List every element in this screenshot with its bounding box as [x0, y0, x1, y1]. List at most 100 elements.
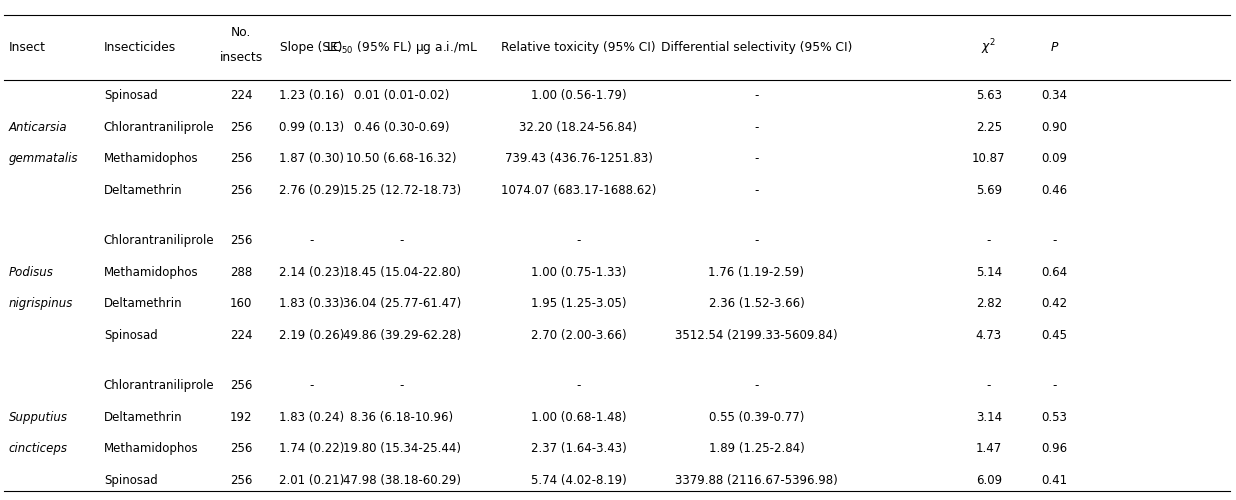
Text: -: - [754, 89, 759, 102]
Text: 256: 256 [230, 184, 252, 196]
Text: 256: 256 [230, 234, 252, 247]
Text: Deltamethrin: Deltamethrin [104, 297, 183, 310]
Text: Spinosad: Spinosad [104, 474, 157, 486]
Text: -: - [576, 379, 581, 392]
Text: 288: 288 [230, 266, 252, 279]
Text: -: - [754, 379, 759, 392]
Text: 19.80 (15.34-25.44): 19.80 (15.34-25.44) [342, 442, 461, 455]
Text: 10.50 (6.68-16.32): 10.50 (6.68-16.32) [346, 152, 457, 165]
Text: Supputius: Supputius [9, 410, 68, 424]
Text: LC$_{50}$ (95% FL) µg a.i./mL: LC$_{50}$ (95% FL) µg a.i./mL [325, 39, 478, 56]
Text: -: - [754, 234, 759, 247]
Text: 2.82: 2.82 [975, 297, 1002, 310]
Text: 256: 256 [230, 121, 252, 134]
Text: 0.34: 0.34 [1041, 89, 1068, 102]
Text: Methamidophos: Methamidophos [104, 152, 199, 165]
Text: Chlorantraniliprole: Chlorantraniliprole [104, 234, 215, 247]
Text: 2.37 (1.64-3.43): 2.37 (1.64-3.43) [530, 442, 627, 455]
Text: 3512.54 (2199.33-5609.84): 3512.54 (2199.33-5609.84) [675, 329, 838, 342]
Text: Deltamethrin: Deltamethrin [104, 184, 183, 196]
Text: -: - [1052, 234, 1057, 247]
Text: nigrispinus: nigrispinus [9, 297, 73, 310]
Text: 1.83 (0.33): 1.83 (0.33) [279, 297, 344, 310]
Text: 1.74 (0.22): 1.74 (0.22) [279, 442, 344, 455]
Text: -: - [754, 152, 759, 165]
Text: 5.63: 5.63 [975, 89, 1002, 102]
Text: 5.14: 5.14 [975, 266, 1002, 279]
Text: -: - [399, 234, 404, 247]
Text: 1.87 (0.30): 1.87 (0.30) [279, 152, 344, 165]
Text: 1.00 (0.75-1.33): 1.00 (0.75-1.33) [530, 266, 627, 279]
Text: 2.36 (1.52-3.66): 2.36 (1.52-3.66) [708, 297, 805, 310]
Text: Relative toxicity (95% CI): Relative toxicity (95% CI) [501, 41, 656, 54]
Text: 160: 160 [230, 297, 252, 310]
Text: -: - [754, 121, 759, 134]
Text: 256: 256 [230, 152, 252, 165]
Text: 224: 224 [230, 89, 252, 102]
Text: Deltamethrin: Deltamethrin [104, 410, 183, 424]
Text: 256: 256 [230, 474, 252, 486]
Text: -: - [309, 379, 314, 392]
Text: 224: 224 [230, 329, 252, 342]
Text: 0.46: 0.46 [1041, 184, 1068, 196]
Text: gemmatalis: gemmatalis [9, 152, 78, 165]
Text: No.: No. [231, 26, 251, 39]
Text: Slope (SE): Slope (SE) [281, 41, 342, 54]
Text: 1.00 (0.56-1.79): 1.00 (0.56-1.79) [530, 89, 627, 102]
Text: 1.00 (0.68-1.48): 1.00 (0.68-1.48) [530, 410, 627, 424]
Text: -: - [399, 379, 404, 392]
Text: 0.55 (0.39-0.77): 0.55 (0.39-0.77) [708, 410, 805, 424]
Text: 192: 192 [230, 410, 252, 424]
Text: 2.70 (2.00-3.66): 2.70 (2.00-3.66) [530, 329, 627, 342]
Text: Chlorantraniliprole: Chlorantraniliprole [104, 121, 215, 134]
Text: 1.23 (0.16): 1.23 (0.16) [279, 89, 344, 102]
Text: 0.53: 0.53 [1042, 410, 1067, 424]
Text: -: - [986, 234, 991, 247]
Text: Insect: Insect [9, 41, 46, 54]
Text: 0.41: 0.41 [1041, 474, 1068, 486]
Text: 32.20 (18.24-56.84): 32.20 (18.24-56.84) [519, 121, 638, 134]
Text: 1.76 (1.19-2.59): 1.76 (1.19-2.59) [708, 266, 805, 279]
Text: 2.19 (0.26): 2.19 (0.26) [279, 329, 344, 342]
Text: 2.01 (0.21): 2.01 (0.21) [279, 474, 344, 486]
Text: Chlorantraniliprole: Chlorantraniliprole [104, 379, 215, 392]
Text: 6.09: 6.09 [975, 474, 1002, 486]
Text: 49.86 (39.29-62.28): 49.86 (39.29-62.28) [342, 329, 461, 342]
Text: 3379.88 (2116.67-5396.98): 3379.88 (2116.67-5396.98) [675, 474, 838, 486]
Text: Spinosad: Spinosad [104, 89, 157, 102]
Text: P: P [1051, 41, 1058, 54]
Text: Podisus: Podisus [9, 266, 53, 279]
Text: 1.95 (1.25-3.05): 1.95 (1.25-3.05) [530, 297, 627, 310]
Text: 2.76 (0.29): 2.76 (0.29) [279, 184, 344, 196]
Text: Spinosad: Spinosad [104, 329, 157, 342]
Text: 0.45: 0.45 [1041, 329, 1068, 342]
Text: 5.74 (4.02-8.19): 5.74 (4.02-8.19) [530, 474, 627, 486]
Text: 10.87: 10.87 [971, 152, 1006, 165]
Text: 1.89 (1.25-2.84): 1.89 (1.25-2.84) [708, 442, 805, 455]
Text: 1074.07 (683.17-1688.62): 1074.07 (683.17-1688.62) [501, 184, 656, 196]
Text: 256: 256 [230, 379, 252, 392]
Text: Insecticides: Insecticides [104, 41, 176, 54]
Text: 256: 256 [230, 442, 252, 455]
Text: 36.04 (25.77-61.47): 36.04 (25.77-61.47) [342, 297, 461, 310]
Text: $\chi^2$: $\chi^2$ [981, 38, 996, 58]
Text: 2.14 (0.23): 2.14 (0.23) [279, 266, 344, 279]
Text: 15.25 (12.72-18.73): 15.25 (12.72-18.73) [342, 184, 461, 196]
Text: Anticarsia: Anticarsia [9, 121, 67, 134]
Text: 18.45 (15.04-22.80): 18.45 (15.04-22.80) [342, 266, 461, 279]
Text: 5.69: 5.69 [975, 184, 1002, 196]
Text: 739.43 (436.76-1251.83): 739.43 (436.76-1251.83) [504, 152, 653, 165]
Text: -: - [986, 379, 991, 392]
Text: Differential selectivity (95% CI): Differential selectivity (95% CI) [661, 41, 852, 54]
Text: 3.14: 3.14 [975, 410, 1002, 424]
Text: 0.46 (0.30-0.69): 0.46 (0.30-0.69) [353, 121, 450, 134]
Text: Methamidophos: Methamidophos [104, 442, 199, 455]
Text: 0.96: 0.96 [1041, 442, 1068, 455]
Text: 1.83 (0.24): 1.83 (0.24) [279, 410, 344, 424]
Text: 4.73: 4.73 [975, 329, 1002, 342]
Text: 0.42: 0.42 [1041, 297, 1068, 310]
Text: 2.25: 2.25 [975, 121, 1002, 134]
Text: 0.01 (0.01-0.02): 0.01 (0.01-0.02) [353, 89, 450, 102]
Text: 0.64: 0.64 [1041, 266, 1068, 279]
Text: -: - [576, 234, 581, 247]
